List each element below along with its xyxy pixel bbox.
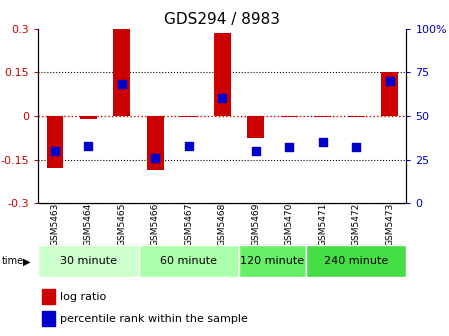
Text: GSM5466: GSM5466 bbox=[151, 203, 160, 246]
Text: GSM5463: GSM5463 bbox=[50, 203, 59, 246]
Point bbox=[85, 143, 92, 148]
Text: log ratio: log ratio bbox=[60, 292, 106, 302]
Bar bbox=[239, 245, 306, 277]
Point bbox=[118, 82, 125, 87]
Point bbox=[386, 78, 393, 84]
Text: GSM5469: GSM5469 bbox=[251, 203, 260, 246]
Bar bbox=[42, 311, 55, 326]
Bar bbox=[214, 33, 231, 116]
Point bbox=[185, 143, 192, 148]
Point bbox=[51, 148, 58, 154]
Bar bbox=[80, 116, 97, 119]
Bar bbox=[306, 245, 406, 277]
Bar bbox=[114, 27, 130, 116]
Title: GDS294 / 8983: GDS294 / 8983 bbox=[164, 12, 280, 28]
Point bbox=[286, 145, 293, 150]
Bar bbox=[42, 289, 55, 304]
Text: 30 minute: 30 minute bbox=[60, 256, 117, 266]
Bar bbox=[139, 245, 239, 277]
Point bbox=[319, 139, 326, 145]
Text: 240 minute: 240 minute bbox=[324, 256, 388, 266]
Text: time: time bbox=[2, 256, 24, 266]
Bar bbox=[348, 116, 365, 117]
Bar bbox=[381, 72, 398, 116]
Point bbox=[152, 155, 159, 161]
Point bbox=[252, 148, 260, 154]
Text: GSM5467: GSM5467 bbox=[184, 203, 193, 246]
Text: GSM5464: GSM5464 bbox=[84, 203, 93, 246]
Bar bbox=[147, 116, 164, 170]
Text: GSM5471: GSM5471 bbox=[318, 203, 327, 246]
Bar bbox=[47, 116, 63, 168]
Text: GSM5465: GSM5465 bbox=[117, 203, 126, 246]
Point bbox=[219, 96, 226, 101]
Point bbox=[352, 145, 360, 150]
Bar bbox=[180, 116, 197, 117]
Text: GSM5468: GSM5468 bbox=[218, 203, 227, 246]
Bar bbox=[281, 116, 298, 117]
Text: GSM5470: GSM5470 bbox=[285, 203, 294, 246]
Text: GSM5473: GSM5473 bbox=[385, 203, 394, 246]
Bar bbox=[314, 116, 331, 117]
Bar bbox=[38, 245, 139, 277]
Text: 120 minute: 120 minute bbox=[240, 256, 304, 266]
Bar bbox=[247, 116, 264, 138]
Text: ▶: ▶ bbox=[23, 256, 31, 266]
Text: 60 minute: 60 minute bbox=[160, 256, 217, 266]
Text: GSM5472: GSM5472 bbox=[352, 203, 361, 246]
Text: percentile rank within the sample: percentile rank within the sample bbox=[60, 314, 248, 324]
